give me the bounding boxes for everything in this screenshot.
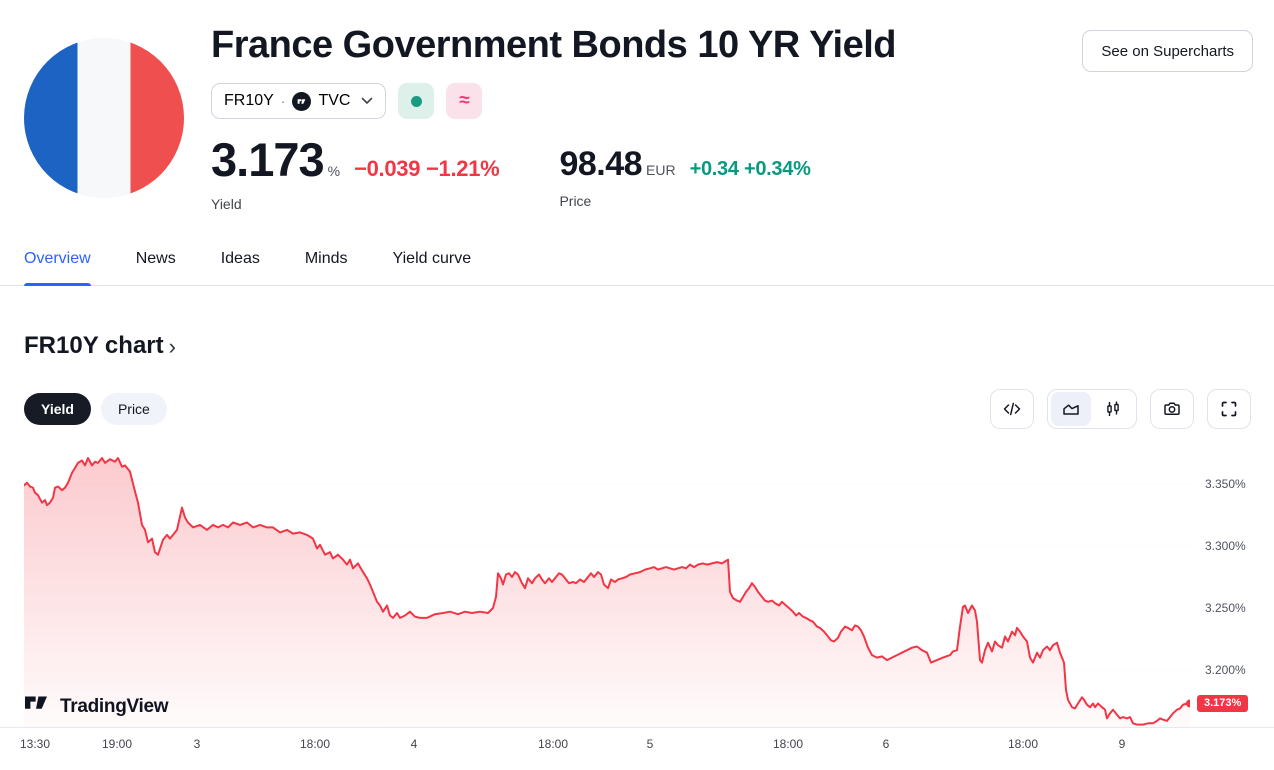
code-icon bbox=[1002, 399, 1022, 419]
yield-toggle-pill[interactable]: Yield bbox=[24, 393, 91, 425]
area-fill bbox=[24, 458, 1190, 727]
france-flag bbox=[24, 38, 184, 198]
last-price-badge: 3.173% bbox=[1197, 694, 1249, 712]
symbol-selector-button[interactable]: FR10Y · TVC bbox=[211, 83, 387, 119]
yield-unit: % bbox=[327, 163, 341, 179]
chart-section-title[interactable]: FR10Y chart › bbox=[24, 332, 176, 359]
x-axis-label: 18:00 bbox=[772, 737, 804, 751]
x-axis-label: 18:00 bbox=[1007, 737, 1039, 751]
chart-type-switch bbox=[1047, 389, 1137, 429]
price-change: +0.34 +0.34% bbox=[689, 158, 811, 180]
yield-area-chart[interactable] bbox=[24, 455, 1190, 727]
y-axis-label: 3.350% bbox=[1205, 477, 1246, 492]
tab-overview[interactable]: Overview bbox=[24, 250, 91, 286]
x-axis-label: 18:00 bbox=[299, 737, 331, 751]
candlestick-chart-type-button[interactable] bbox=[1093, 392, 1133, 426]
chart-toolbar bbox=[990, 389, 1251, 429]
chevron-down-icon bbox=[361, 92, 373, 110]
last-value-dot bbox=[1186, 699, 1190, 708]
chart-controls: Yield Price bbox=[24, 389, 1251, 429]
symbol-row: FR10Y · TVC ≈ bbox=[211, 83, 483, 119]
tradingview-exchange-icon bbox=[292, 91, 312, 111]
tab-yield-curve[interactable]: Yield curve bbox=[392, 250, 472, 267]
x-axis-label: 19:00 bbox=[101, 737, 133, 751]
tab-minds[interactable]: Minds bbox=[304, 250, 348, 267]
yield-value-group: 3.173 % −0.039 −1.21% Yield bbox=[211, 132, 500, 212]
candlestick-icon bbox=[1103, 399, 1123, 419]
snapshot-button[interactable] bbox=[1150, 389, 1194, 429]
tab-ideas[interactable]: Ideas bbox=[220, 250, 260, 267]
x-axis-label: 18:00 bbox=[537, 737, 569, 751]
y-axis-label: 3.200% bbox=[1205, 663, 1246, 678]
x-axis-label: 3 bbox=[193, 737, 201, 751]
y-axis-label: 3.250% bbox=[1205, 601, 1246, 616]
yield-chart[interactable]: 3.350% 3.300% 3.250% 3.200% 13:30 19:00 3 18:0… bbox=[0, 455, 1274, 755]
page-tabs: Overview News Ideas Minds Yield curve bbox=[0, 250, 1274, 286]
tradingview-logo-icon bbox=[25, 695, 52, 718]
tab-news[interactable]: News bbox=[135, 250, 176, 267]
embed-code-button[interactable] bbox=[990, 389, 1034, 429]
yield-line bbox=[24, 457, 1190, 726]
symbol-separator: · bbox=[280, 93, 286, 109]
market-open-status-badge[interactable] bbox=[398, 83, 435, 119]
x-axis-label: 4 bbox=[410, 737, 418, 751]
price-value: 98.48 bbox=[559, 145, 643, 183]
market-status-dot-icon bbox=[410, 95, 422, 107]
quote-values: 3.173 % −0.039 −1.21% Yield 98.48 EUR +0… bbox=[211, 132, 811, 212]
approximation-badge[interactable]: ≈ bbox=[446, 83, 483, 119]
price-currency: EUR bbox=[646, 162, 676, 178]
camera-icon bbox=[1162, 399, 1182, 419]
see-on-supercharts-button[interactable]: See on Supercharts bbox=[1082, 30, 1253, 72]
series-toggle: Yield Price bbox=[24, 393, 167, 429]
x-axis-label: 9 bbox=[1118, 737, 1126, 751]
chevron-right-icon: › bbox=[168, 334, 176, 359]
symbol-code: FR10Y bbox=[224, 92, 274, 109]
x-axis-label: 13:30 bbox=[19, 737, 51, 751]
price-label: Price bbox=[559, 193, 592, 209]
yield-value: 3.173 bbox=[211, 133, 325, 186]
tradingview-watermark[interactable]: TradingView bbox=[25, 695, 169, 718]
price-toggle-pill[interactable]: Price bbox=[100, 393, 167, 425]
fullscreen-icon bbox=[1219, 399, 1239, 419]
symbol-exchange: TVC bbox=[318, 92, 351, 109]
area-chart-type-button[interactable] bbox=[1051, 392, 1091, 426]
tradingview-watermark-text: TradingView bbox=[60, 695, 169, 717]
yield-change: −0.039 −1.21% bbox=[354, 156, 500, 181]
y-axis-label: 3.300% bbox=[1205, 539, 1246, 554]
page-title: France Government Bonds 10 YR Yield bbox=[211, 24, 897, 66]
area-chart-icon bbox=[1061, 399, 1081, 419]
time-axis-separator bbox=[0, 727, 1274, 728]
fullscreen-button[interactable] bbox=[1207, 389, 1251, 429]
price-value-group: 98.48 EUR +0.34 +0.34% Price bbox=[559, 132, 810, 212]
yield-label: Yield bbox=[211, 196, 242, 212]
x-axis-label: 5 bbox=[646, 737, 654, 751]
x-axis-label: 6 bbox=[882, 737, 890, 751]
